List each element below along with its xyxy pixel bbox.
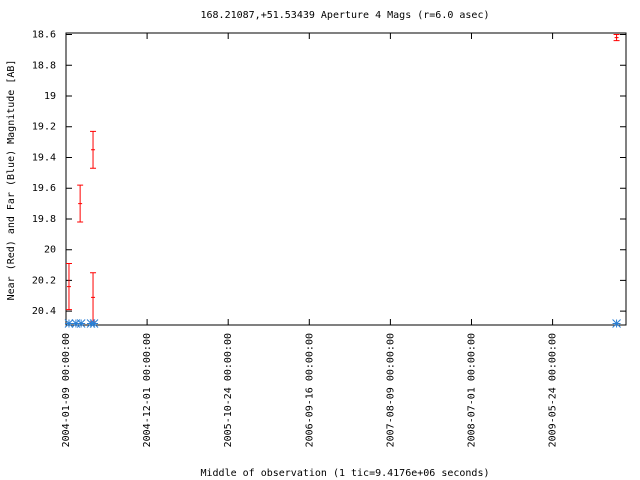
chart-title: 168.21087,+51.53439 Aperture 4 Mags (r=6… [201,10,490,21]
y-tick-label: 19.6 [32,183,56,194]
point [76,319,86,328]
x-tick-label: 2009-05-24 00:00:00 [548,333,559,447]
plot-frame [65,32,627,326]
y-tick-label: 20 [44,245,56,256]
y-tick-label: 20.4 [32,306,56,317]
error-bar [613,34,620,42]
y-tick-label: 19 [44,91,56,102]
point [64,319,74,328]
y-tick-label: 18.8 [32,60,56,71]
y-tick-label: 19.8 [32,214,56,225]
x-tick-label: 2008-07-01 00:00:00 [466,333,477,447]
x-axis-label: Middle of observation (1 tic=9.4176e+06 … [201,468,490,479]
error-bar [65,263,72,311]
point [612,319,621,328]
y-tick-label: 18.6 [32,30,56,41]
x-tick-label: 2007-08-09 00:00:00 [385,333,396,447]
x-tick-label: 2004-01-09 00:00:00 [61,333,72,447]
y-axis-label: Near (Red) and Far (Blue) Magnitude [AB] [6,60,17,301]
error-bar [90,272,97,323]
x-tick-label: 2006-09-16 00:00:00 [304,333,315,447]
y-tick-label: 20.2 [32,275,56,286]
y-tick-label: 19.2 [32,122,56,133]
x-tick-label: 2005-10-24 00:00:00 [223,333,234,447]
point [71,319,81,328]
error-bar [77,184,84,223]
x-tick-label: 2004-12-01 00:00:00 [142,333,153,447]
y-tick-label: 19.4 [32,152,56,163]
point [89,319,99,328]
error-bar [90,130,97,169]
